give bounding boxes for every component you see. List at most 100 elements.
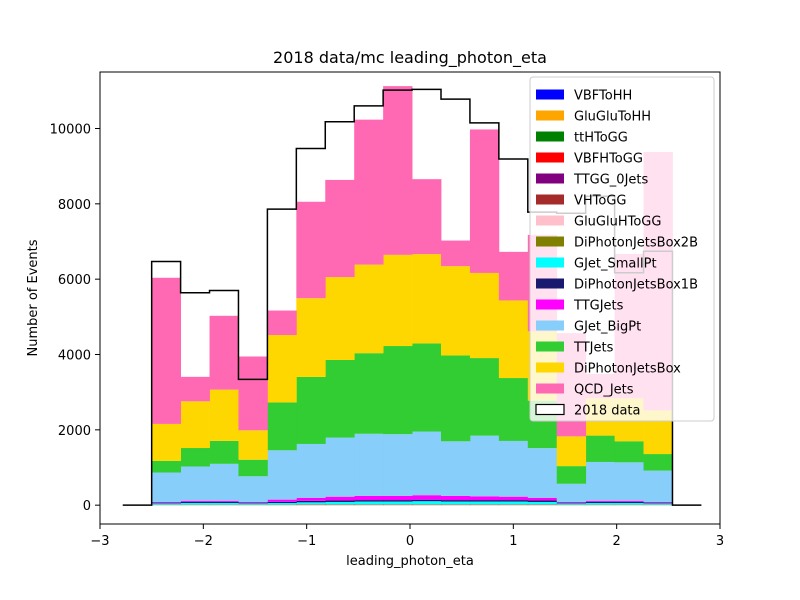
bar-GJet_BigPt-bin-13 <box>527 448 558 498</box>
bar-QCD_Jets-bin-7 <box>354 119 384 265</box>
bar-TTJets-bin-0 <box>151 460 181 473</box>
bar-GJet_SmallPt-bin-2 <box>209 503 239 505</box>
legend-swatch <box>536 236 564 247</box>
bar-DiPhotonJetsBox-bin-14 <box>556 436 587 467</box>
bar-DiPhotonJetsBox1B-bin-14 <box>556 502 587 504</box>
bar-GJet_BigPt-bin-0 <box>151 472 181 502</box>
x-axis: −3 −2 −1 0 1 2 3 <box>90 524 724 549</box>
legend-swatch <box>536 110 564 121</box>
legend-swatch <box>536 299 564 310</box>
bar-DiPhotonJetsBox1B-bin-7 <box>354 500 384 502</box>
legend-label: VBFHToGG <box>574 152 643 167</box>
bar-TTJets-bin-5 <box>296 376 326 444</box>
bar-TTGJets-bin-3 <box>238 501 268 503</box>
series-GJet_BigPt <box>151 431 673 502</box>
bar-TTJets-bin-3 <box>238 459 268 477</box>
x-tick-label: 3 <box>716 534 724 549</box>
bar-DiPhotonJetsBox1B-bin-9 <box>412 499 442 502</box>
bar-QCD_Jets-bin-0 <box>151 277 181 424</box>
bar-DiPhotonJetsBox1B-bin-5 <box>296 500 326 503</box>
bar-TTGJets-bin-5 <box>296 497 326 501</box>
series-GJet_SmallPt <box>151 501 673 505</box>
bar-TTGJets-bin-6 <box>325 496 355 501</box>
bar-QCD_Jets-bin-8 <box>383 86 413 255</box>
bar-GJet_BigPt-bin-6 <box>325 437 355 497</box>
legend-swatch <box>536 278 564 289</box>
legend-swatch <box>536 257 564 268</box>
bar-TTGJets-bin-14 <box>556 501 587 503</box>
bar-QCD_Jets-bin-5 <box>296 201 326 299</box>
bar-GJet_BigPt-bin-4 <box>267 450 297 500</box>
bar-TTGJets-bin-13 <box>527 497 558 501</box>
bar-GJet_BigPt-bin-12 <box>498 440 529 497</box>
legend-label: DiPhotonJetsBox <box>574 362 681 377</box>
legend-swatch <box>536 383 564 394</box>
bar-GJet_SmallPt-bin-11 <box>469 501 500 505</box>
bar-GJet_BigPt-bin-16 <box>614 462 644 501</box>
bar-DiPhotonJetsBox1B-bin-6 <box>325 500 355 502</box>
bar-TTJets-bin-6 <box>325 359 355 438</box>
x-tick-label: −2 <box>194 534 213 549</box>
bar-TTJets-bin-17 <box>643 454 673 471</box>
bar-DiPhotonJetsBox-bin-9 <box>412 254 442 344</box>
y-axis-title: Number of Events <box>26 239 41 356</box>
bar-GJet_BigPt-bin-3 <box>238 476 268 502</box>
bar-DiPhotonJetsBox1B-bin-17 <box>643 502 673 504</box>
series-TTJets <box>151 343 673 484</box>
bar-DiPhotonJetsBox-bin-10 <box>441 266 471 356</box>
y-tick-label: 2000 <box>58 424 91 439</box>
bar-GJet_BigPt-bin-5 <box>296 443 326 498</box>
legend-label: GJet_BigPt <box>574 320 641 335</box>
legend-swatch <box>536 215 564 226</box>
bar-TTGJets-bin-8 <box>383 495 413 501</box>
legend-label: TTJets <box>573 341 614 356</box>
legend-swatch <box>535 403 565 416</box>
legend-label: DiPhotonJetsBox2B <box>574 236 698 251</box>
legend-swatch <box>536 341 564 352</box>
bar-QCD_Jets-bin-9 <box>412 179 442 255</box>
bar-GJet_SmallPt-bin-8 <box>383 501 413 505</box>
bar-TTGJets-bin-17 <box>643 501 673 503</box>
bar-GJet_SmallPt-bin-0 <box>151 503 181 505</box>
y-axis: 0 2000 4000 6000 8000 10000 <box>50 123 100 514</box>
bar-GJet_SmallPt-bin-9 <box>412 501 442 505</box>
legend-label: VHToGG <box>574 194 627 209</box>
bar-GJet_BigPt-bin-15 <box>585 461 615 501</box>
bar-DiPhotonJetsBox1B-bin-2 <box>209 501 239 504</box>
bar-GJet_BigPt-bin-9 <box>412 431 442 496</box>
legend-swatch <box>536 173 564 184</box>
legend-label: TTGG_0Jets <box>573 173 649 188</box>
bar-TTJets-bin-7 <box>354 353 384 434</box>
bar-TTGJets-bin-16 <box>614 500 644 502</box>
bar-QCD_Jets-bin-3 <box>238 356 268 431</box>
x-tick-label: −3 <box>90 534 109 549</box>
bar-GJet_SmallPt-bin-12 <box>498 501 529 505</box>
legend-label: TTGJets <box>573 299 624 314</box>
legend-swatch <box>536 152 564 163</box>
bar-TTJets-bin-8 <box>383 346 413 435</box>
legend-swatch <box>536 320 564 331</box>
bar-DiPhotonJetsBox-bin-7 <box>354 264 384 354</box>
bar-TTGJets-bin-11 <box>469 496 500 501</box>
bar-TTGJets-bin-12 <box>498 496 529 501</box>
bar-DiPhotonJetsBox1B-bin-10 <box>441 500 471 502</box>
bar-TTGJets-bin-4 <box>267 499 297 502</box>
bar-TTGJets-bin-1 <box>180 500 210 502</box>
bar-DiPhotonJetsBox1B-bin-15 <box>585 501 615 504</box>
series-TTGJets <box>151 495 673 503</box>
bar-DiPhotonJetsBox-bin-1 <box>180 401 210 449</box>
legend-label: DiPhotonJetsBox1B <box>574 278 698 293</box>
bar-QCD_Jets-bin-1 <box>180 376 210 402</box>
bar-TTJets-bin-2 <box>209 440 239 464</box>
bar-GJet_SmallPt-bin-4 <box>267 503 297 505</box>
bar-GJet_BigPt-bin-1 <box>180 466 210 501</box>
bar-GJet_SmallPt-bin-10 <box>441 501 471 505</box>
bar-TTJets-bin-14 <box>556 466 587 484</box>
bar-DiPhotonJetsBox-bin-6 <box>325 277 355 360</box>
bar-DiPhotonJetsBox-bin-4 <box>267 335 297 403</box>
legend-swatch <box>536 131 564 142</box>
bar-DiPhotonJetsBox1B-bin-13 <box>527 500 558 502</box>
bar-DiPhotonJetsBox1B-bin-12 <box>498 500 529 502</box>
